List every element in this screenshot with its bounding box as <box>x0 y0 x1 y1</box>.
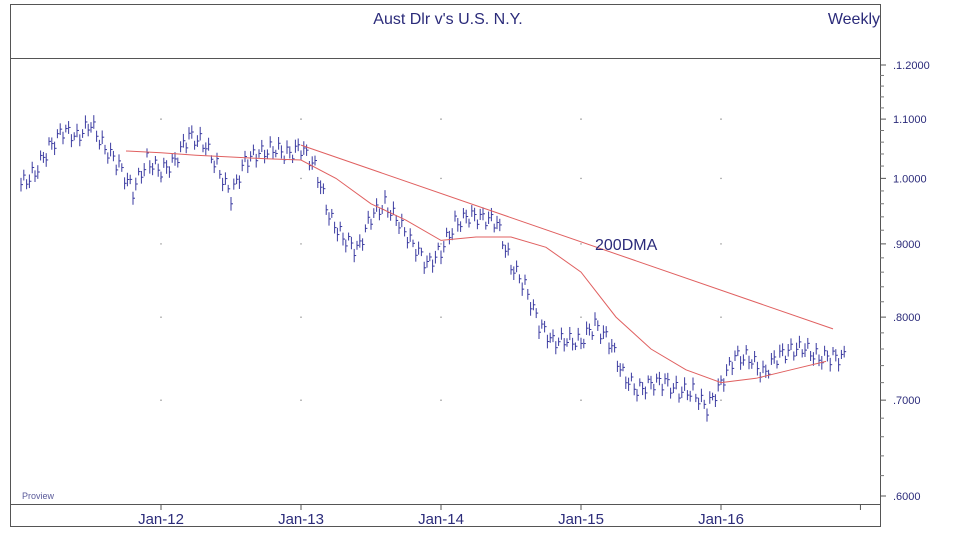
grid-dot <box>300 243 302 245</box>
y-tick-label: 1.0000 <box>893 173 927 185</box>
grid-dot <box>160 243 162 245</box>
y-tick-label: .7000 <box>893 395 921 407</box>
y-tick-label: .9000 <box>893 239 921 251</box>
watermark-label: Proview <box>22 491 55 501</box>
x-tick-label: Jan-14 <box>418 511 464 528</box>
grid-dot <box>300 118 302 120</box>
grid-dot <box>160 118 162 120</box>
moving-average-line <box>125 150 827 384</box>
grid-dot <box>440 243 442 245</box>
x-tick-label: Jan-15 <box>558 511 604 528</box>
grid-dot <box>720 399 722 401</box>
grid-dot <box>440 177 442 180</box>
grid-dot <box>580 177 582 180</box>
y-tick-label: .8000 <box>893 312 921 324</box>
y-tick-label: 1.1000 <box>893 114 927 126</box>
x-axis: Jan-12 Jan-13 Jan-14 Jan-15 Jan-16 <box>138 504 861 528</box>
grid-dot <box>440 399 442 401</box>
grid-dots <box>160 118 722 401</box>
grid-dot <box>720 118 722 120</box>
annotations: 200DMA <box>595 237 658 254</box>
grid-dot <box>720 243 722 245</box>
grid-dot <box>580 316 582 318</box>
y-tick-label: .6000 <box>893 491 921 503</box>
grid-dot <box>720 177 722 180</box>
annotation-label: 200DMA <box>595 237 658 254</box>
grid-dot <box>300 177 302 180</box>
overlay-lines <box>125 144 834 384</box>
grid-dot <box>440 118 442 120</box>
chart-period: Weekly <box>828 11 880 28</box>
grid-dot <box>580 243 582 245</box>
x-tick-label: Jan-13 <box>278 511 324 528</box>
price-bars <box>20 115 847 422</box>
grid-dot <box>160 316 162 318</box>
y-tick-label: .1.2000 <box>893 60 930 72</box>
chart-title: Aust Dlr v's U.S. N.Y. <box>373 11 522 28</box>
grid-dot <box>720 316 722 318</box>
grid-dot <box>160 399 162 401</box>
x-tick-label: Jan-16 <box>698 511 744 528</box>
grid-dot <box>300 399 302 401</box>
trendline <box>300 144 834 330</box>
grid-dot <box>300 316 302 318</box>
grid-dot <box>580 118 582 120</box>
x-tick-label: Jan-12 <box>138 511 184 528</box>
chart-frame <box>10 4 881 527</box>
y-axis: .1.2000 1.1000 1.0000 .9000 .8000 .7000 .6000 <box>880 58 930 504</box>
grid-dot <box>440 316 442 318</box>
grid-dot <box>580 399 582 401</box>
